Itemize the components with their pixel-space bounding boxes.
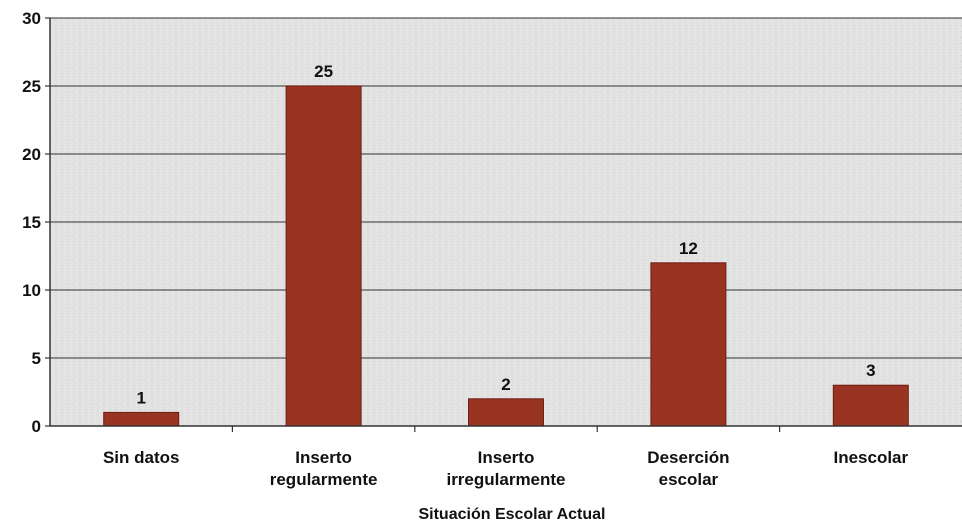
bar bbox=[468, 398, 544, 427]
gridlines bbox=[50, 17, 962, 359]
bar bbox=[103, 411, 180, 427]
data-label: 2 bbox=[501, 375, 510, 394]
category-label: Inserto regularmente bbox=[270, 448, 378, 489]
category-label: Inserto irregularmente bbox=[446, 448, 565, 489]
x-tick-labels: Sin datos Inserto regularmente Inserto irreg… bbox=[103, 426, 909, 489]
category-label: Inescolar bbox=[833, 448, 908, 467]
bar bbox=[285, 85, 362, 427]
category-label-line: Inserto bbox=[295, 448, 352, 467]
y-tick-label: 0 bbox=[32, 417, 41, 436]
category-label-line: Inescolar bbox=[833, 448, 908, 467]
bars bbox=[103, 85, 909, 427]
y-tick-label: 10 bbox=[22, 281, 41, 300]
category-label: Sin datos bbox=[103, 448, 180, 467]
category-label-line: Sin datos bbox=[103, 448, 180, 467]
y-tick-label: 15 bbox=[22, 213, 41, 232]
y-tick-label: 25 bbox=[22, 77, 41, 96]
x-axis-title: Situación Escolar Actual bbox=[418, 506, 605, 523]
category-label: Deserción escolar bbox=[647, 448, 729, 489]
category-label-line: irregularmente bbox=[446, 470, 565, 489]
category-label-line: escolar bbox=[659, 470, 719, 489]
y-tick-labels: 0 5 10 15 20 25 30 bbox=[22, 9, 50, 436]
bar bbox=[832, 384, 909, 427]
y-tick-label: 5 bbox=[32, 349, 41, 368]
category-label-line: Deserción bbox=[647, 448, 729, 467]
data-label: 25 bbox=[314, 62, 333, 81]
data-label: 3 bbox=[866, 361, 875, 380]
data-label: 1 bbox=[136, 388, 145, 407]
y-tick-label: 20 bbox=[22, 145, 41, 164]
category-label-line: regularmente bbox=[270, 470, 378, 489]
category-label-line: Inserto bbox=[478, 448, 535, 467]
bar bbox=[650, 262, 727, 427]
data-labels: 1 25 2 12 3 bbox=[136, 62, 875, 407]
data-label: 12 bbox=[679, 239, 698, 258]
y-tick-label: 30 bbox=[22, 9, 41, 28]
